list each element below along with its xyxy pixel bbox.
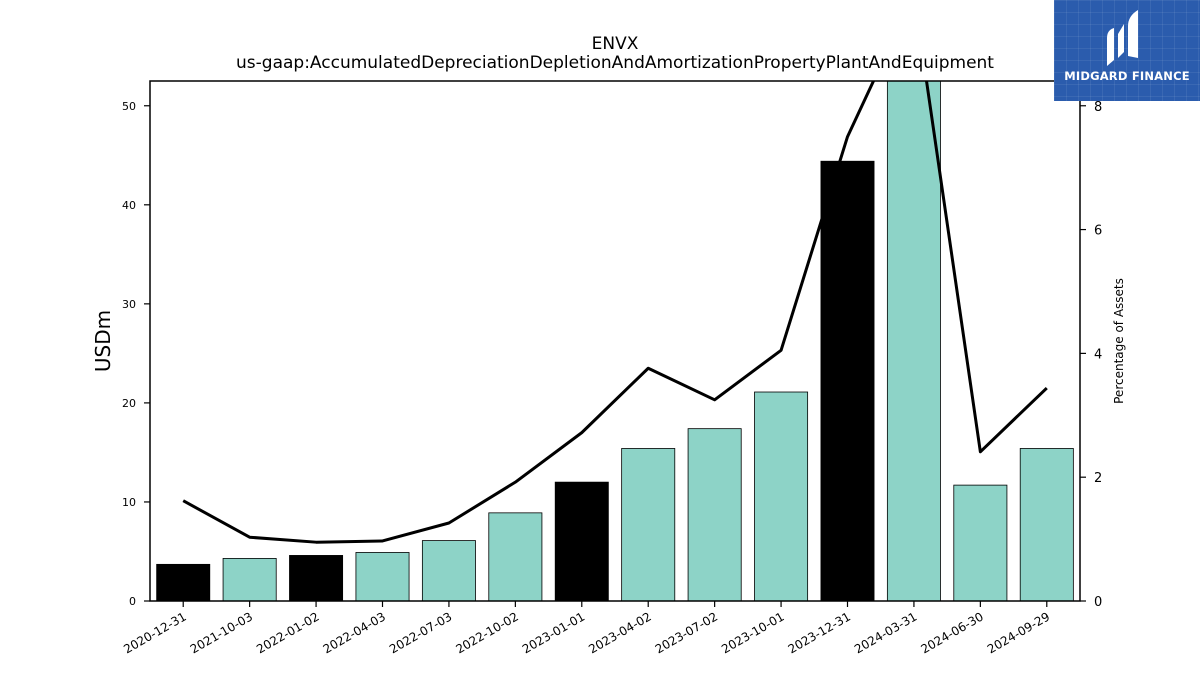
x-tick-label: 2024-03-31: [852, 609, 919, 656]
y2-tick-label: 6: [1094, 224, 1102, 239]
x-tick-label: 2023-10-01: [719, 609, 786, 656]
right-axis: 0 2 4 6 8: [1080, 100, 1102, 610]
bar: [621, 448, 676, 601]
x-tick-label: 2023-07-02: [653, 609, 720, 656]
line-path: [182, 81, 1048, 544]
bar: [488, 512, 543, 601]
y2-tick-label: 4: [1094, 347, 1102, 362]
line-series: [182, 81, 1048, 544]
chart-subtitle: us-gaap:AccumulatedDepreciationDepletion…: [236, 53, 994, 73]
x-tick-label: 2022-10-02: [453, 609, 520, 656]
bar: [421, 540, 476, 601]
chart-title: ENVX: [592, 34, 639, 54]
bar: [1019, 448, 1074, 601]
bar: [554, 481, 609, 601]
y-tick-label: 10: [122, 496, 136, 509]
bar: [754, 391, 809, 601]
bar: [953, 484, 1008, 601]
x-tick-label: 2022-04-03: [321, 609, 388, 656]
bar: [687, 428, 742, 601]
y2-axis-label: Percentage of Assets: [1112, 278, 1126, 404]
x-tick-label: 2023-04-02: [586, 609, 653, 656]
midgard-finance-logo: MIDGARD FINANCE: [1054, 0, 1200, 101]
x-tick-label: 2023-12-31: [786, 609, 853, 656]
y-tick-label: 0: [129, 595, 136, 608]
bar: [886, 81, 941, 601]
midgard-logo-icon: [1107, 10, 1138, 66]
x-tick-label: 2022-07-03: [387, 609, 454, 656]
y-tick-label: 40: [122, 199, 136, 212]
bar: [355, 552, 410, 601]
left-axis: 0 10 20 30 40 50: [122, 100, 150, 608]
plot-frame: [149, 80, 1081, 602]
x-tick-label: 2024-06-30: [918, 609, 985, 656]
x-tick-label: 2022-01-02: [254, 609, 321, 656]
x-tick-label: 2023-01-01: [520, 609, 587, 656]
y2-tick-label: 2: [1094, 471, 1102, 486]
x-tick-label: 2020-12-31: [121, 609, 188, 656]
y2-tick-label: 0: [1094, 595, 1102, 610]
x-tick-label: 2021-10-03: [188, 609, 255, 656]
x-axis: 2020-12-31 2021-10-03 2022-01-02 2022-04-03…: [121, 601, 1052, 656]
y-tick-label: 30: [122, 298, 136, 311]
bar: [222, 558, 277, 601]
bar: [820, 160, 875, 601]
y-axis-label: USDm: [91, 310, 115, 372]
bar: [156, 563, 211, 601]
bar: [289, 555, 344, 601]
bar-series: [156, 81, 1074, 601]
y2-tick-label: 8: [1094, 100, 1102, 115]
logo-text: MIDGARD FINANCE: [1064, 69, 1190, 83]
y-tick-label: 50: [122, 100, 136, 113]
x-tick-label: 2024-09-29: [985, 609, 1052, 656]
y-tick-label: 20: [122, 397, 136, 410]
